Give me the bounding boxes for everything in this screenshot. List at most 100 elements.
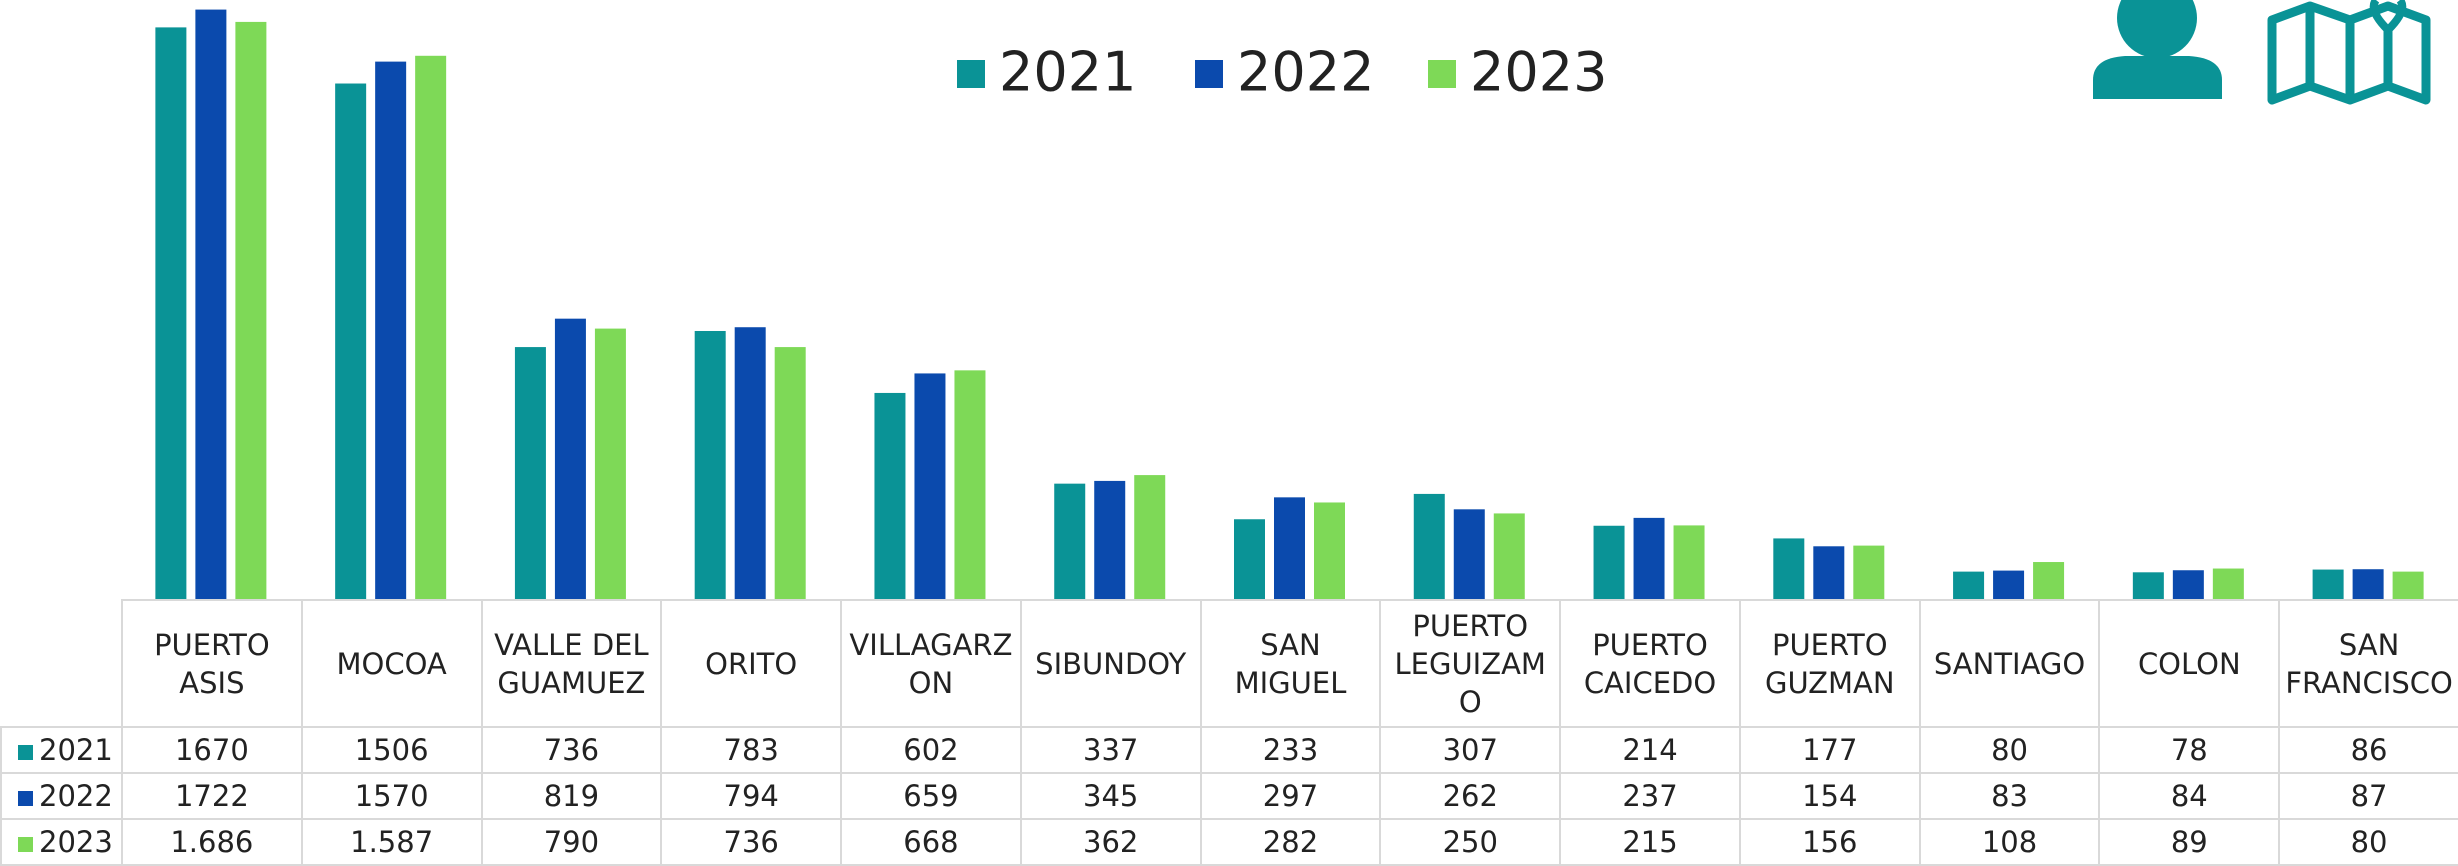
bar (1274, 497, 1305, 599)
category-label: ORITO (660, 599, 843, 728)
bar (1493, 513, 1525, 599)
bar (514, 347, 546, 599)
value-cell: 233 (1199, 726, 1382, 774)
bar (1673, 525, 1705, 599)
bar (2212, 568, 2244, 599)
category-label: SANTIAGO (1918, 599, 2101, 728)
category-label: PUERTO GUZMAN (1738, 599, 1921, 728)
category-label: COLON (2098, 599, 2281, 728)
bar (1633, 517, 1665, 599)
bar (554, 318, 586, 599)
value-cell: 1722 (121, 772, 303, 820)
value-cell: 794 (660, 772, 843, 820)
category-label: SAN MIGUEL (1199, 599, 1382, 728)
bar (2352, 569, 2384, 599)
category-label: SIBUNDOY (1019, 599, 1202, 728)
bar (1094, 480, 1126, 599)
value-cell: 80 (1918, 726, 2101, 774)
bar (1853, 545, 1885, 599)
value-cell: 783 (660, 726, 843, 774)
bar (734, 327, 766, 599)
value-cell: 1.686 (121, 818, 303, 866)
value-cell: 1506 (300, 726, 483, 774)
person-icon (2093, 0, 2222, 99)
value-cell: 736 (480, 726, 663, 774)
value-cell: 736 (660, 818, 843, 866)
value-cell: 84 (2098, 772, 2281, 820)
value-cell: 307 (1379, 726, 1562, 774)
value-cell: 89 (2098, 818, 2281, 866)
bar (2132, 572, 2164, 599)
value-cell: 87 (2278, 772, 2458, 820)
value-cell: 337 (1019, 726, 1202, 774)
value-cell: 108 (1918, 818, 2101, 866)
category-label: PUERTO LEGUIZAMO (1379, 599, 1562, 728)
value-cell: 215 (1559, 818, 1741, 866)
key-swatch (18, 836, 33, 852)
value-cell: 250 (1379, 818, 1562, 866)
value-cell: 362 (1019, 818, 1202, 866)
header-row: PUERTO ASIS MOCOA VALLE DEL GUAMUEZ ORITO VI… (1, 599, 2458, 728)
legend-swatch (1428, 60, 1456, 88)
bar (954, 370, 986, 599)
value-cell: 345 (1019, 772, 1202, 820)
key-label: 2022 (39, 779, 113, 813)
bar (2033, 562, 2065, 599)
category-label: VILLAGARZON (840, 599, 1022, 728)
bar (2172, 570, 2204, 599)
legend-key: 2023 (0, 818, 123, 866)
bar (1813, 546, 1845, 599)
data-table: PUERTO ASIS MOCOA VALLE DEL GUAMUEZ ORITO VI… (0, 599, 2458, 866)
bar (415, 55, 447, 599)
value-cell: 282 (1199, 818, 1382, 866)
map-icon (2267, 0, 2431, 105)
category-label: SAN FRANCISCO (2278, 599, 2458, 728)
value-cell: 156 (1738, 818, 1921, 866)
legend-label: 2021 (999, 41, 1136, 104)
bar (2312, 569, 2344, 599)
bar (1054, 483, 1086, 599)
legend-label: 2022 (1237, 41, 1374, 104)
bar (375, 61, 407, 599)
bar (1953, 571, 1985, 599)
value-cell: 86 (2278, 726, 2458, 774)
value-cell: 602 (840, 726, 1022, 774)
bar (235, 21, 267, 599)
value-cell: 83 (1918, 772, 2101, 820)
value-cell: 80 (2278, 818, 2458, 866)
bar (594, 328, 626, 599)
bar (914, 373, 946, 599)
value-cell: 237 (1559, 772, 1741, 820)
value-cell: 1670 (121, 726, 303, 774)
bar (195, 9, 227, 600)
value-cell: 659 (840, 772, 1022, 820)
key-swatch (18, 790, 33, 806)
legend-key: 2021 (0, 726, 123, 774)
bar (1234, 519, 1265, 599)
key-swatch (18, 744, 33, 760)
category-label: PUERTO CAICEDO (1559, 599, 1741, 728)
bar (2392, 571, 2424, 599)
legend-key: 2022 (0, 772, 123, 820)
value-cell: 78 (2098, 726, 2281, 774)
value-cell: 668 (840, 818, 1022, 866)
value-cell: 297 (1199, 772, 1382, 820)
bar (1413, 493, 1445, 599)
value-cell: 1.587 (300, 818, 483, 866)
bar (1134, 475, 1166, 599)
corner (1, 600, 123, 727)
value-cell: 790 (480, 818, 663, 866)
series-row: 2023 1.686 1.587 790 736 668 362 282 250 215 156 10… (0, 818, 2458, 866)
bar (774, 347, 806, 599)
key-label: 2021 (39, 733, 113, 767)
category-label: PUERTO ASIS (121, 599, 303, 728)
value-cell: 154 (1738, 772, 1921, 820)
series-row: 2022 1722 1570 819 794 659 345 297 262 237 154 83 84… (0, 772, 2458, 820)
legend-swatch (1195, 60, 1223, 88)
chart: 2021 2022 2023 (155, 0, 2431, 600)
value-cell: 177 (1738, 726, 1921, 774)
legend-swatch (957, 60, 985, 88)
bar (694, 330, 726, 599)
category-label: MOCOA (300, 599, 483, 728)
